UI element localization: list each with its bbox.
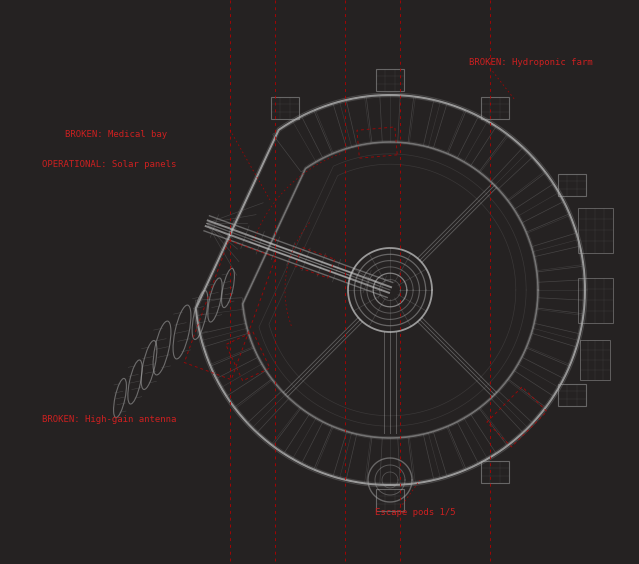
Text: BROKEN: Hydroponic farm: BROKEN: Hydroponic farm	[469, 58, 592, 67]
Text: OPERATIONAL: Solar panels: OPERATIONAL: Solar panels	[42, 160, 176, 169]
Bar	[578, 277, 613, 323]
Text: Escape pods 1/5: Escape pods 1/5	[375, 508, 456, 517]
Text: BROKEN: High-gain antenna: BROKEN: High-gain antenna	[42, 415, 176, 424]
Bar	[580, 340, 610, 380]
Bar	[578, 208, 613, 253]
Text: BROKEN: Medical bay: BROKEN: Medical bay	[65, 130, 167, 139]
